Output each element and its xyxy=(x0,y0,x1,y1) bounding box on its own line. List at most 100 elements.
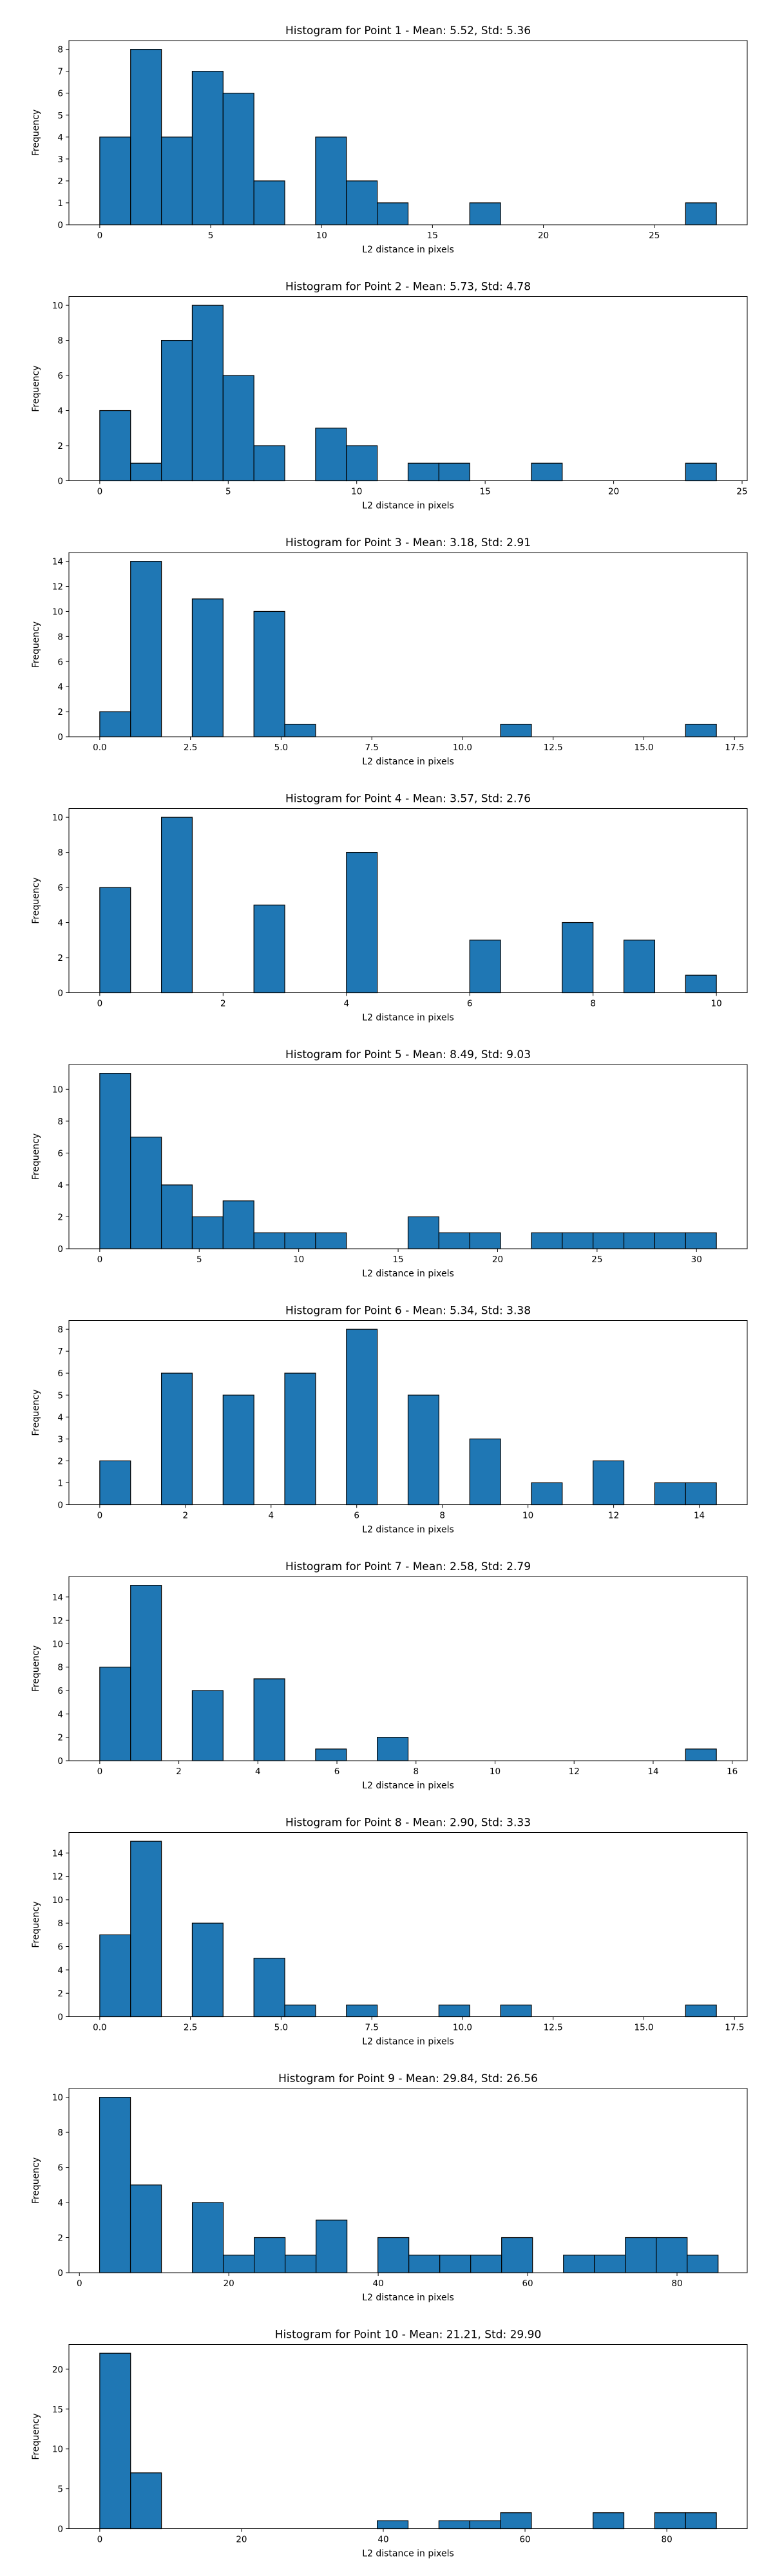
axes-frame xyxy=(68,296,748,481)
y-tick-label: 0 xyxy=(57,989,63,999)
histogram-bar xyxy=(284,2004,316,2018)
y-tick-label: 5 xyxy=(57,2485,63,2495)
x-axis: 0.0 2.5 5.0 7.5 10.0 12.5 15.0 17.5 xyxy=(93,2016,744,2033)
histogram-bar xyxy=(469,1232,501,1249)
x-tick-label: 17.5 xyxy=(725,2023,744,2033)
histogram-bar xyxy=(531,1482,563,1506)
y-axis: 0 2 4 6 8 10 xyxy=(52,813,69,999)
histogram-bar xyxy=(500,2512,532,2530)
x-tick-label: 0 xyxy=(97,487,103,497)
histogram-bar xyxy=(160,817,193,994)
y-tick-label: 2 xyxy=(57,2233,63,2244)
y-tick-label: 8 xyxy=(57,336,63,346)
histogram-bar xyxy=(469,1438,501,1506)
chart-title: Histogram for Point 3 - Mean: 3.18, Std:… xyxy=(285,536,531,549)
y-tick-label: 8 xyxy=(57,1117,63,1127)
y-axis-label: Frequency xyxy=(31,1389,41,1435)
x-tick-label: 10.0 xyxy=(453,2023,472,2033)
x-tick-label: 0.0 xyxy=(93,2023,106,2033)
x-tick-label: 30 xyxy=(691,1255,702,1265)
histogram-bar xyxy=(685,1232,717,1249)
y-tick-label: 6 xyxy=(57,1686,63,1696)
x-tick-label: 0 xyxy=(97,231,103,241)
axes-frame xyxy=(68,808,748,993)
x-tick-label: 2.5 xyxy=(184,743,197,753)
histogram-bar xyxy=(253,1958,285,2018)
y-tick-label: 3 xyxy=(57,1434,63,1444)
y-tick-label: 5 xyxy=(57,1390,63,1401)
histogram-bar xyxy=(346,851,378,994)
x-tick-label: 80 xyxy=(671,2278,682,2289)
histogram-bar xyxy=(346,1329,378,1506)
histogram-bar xyxy=(253,445,285,482)
x-tick-label: 5 xyxy=(196,1255,202,1265)
y-tick-label: 4 xyxy=(57,133,63,143)
histogram-bar xyxy=(222,1200,254,1249)
y-tick-label: 7 xyxy=(57,1347,63,1357)
histogram-panel-2: Histogram for Point 2 - Mean: 5.73, Std:… xyxy=(31,281,748,511)
x-tick-label: 15 xyxy=(480,487,491,497)
x-tick-label: 20 xyxy=(236,2535,247,2545)
histogram-bar xyxy=(377,2520,409,2530)
histogram-bar xyxy=(285,2255,317,2273)
histogram-bar xyxy=(623,940,656,994)
y-tick-label: 0 xyxy=(57,220,63,231)
histogram-bar xyxy=(531,462,563,482)
histogram-bar xyxy=(130,2472,162,2530)
histogram-bar xyxy=(191,1216,224,1249)
x-axis: 0 20 40 60 80 xyxy=(97,2528,673,2545)
y-tick-label: 0 xyxy=(57,1501,63,1511)
axes-frame xyxy=(68,1320,748,1505)
y-tick-label: 8 xyxy=(57,2128,63,2138)
histogram-panel-7: Histogram for Point 7 - Mean: 2.58, Std:… xyxy=(31,1560,748,1791)
histogram-bar xyxy=(130,49,162,225)
histogram-bar xyxy=(470,2255,502,2273)
histogram-bar xyxy=(656,2237,688,2273)
x-tick-label: 6 xyxy=(354,1511,359,1521)
histogram-bar xyxy=(191,305,224,482)
y-tick-label: 5 xyxy=(57,111,63,121)
x-tick-label: 10 xyxy=(293,1255,304,1265)
y-tick-label: 6 xyxy=(57,1368,63,1379)
histogram-bar xyxy=(99,1667,131,1761)
y-tick-label: 10 xyxy=(52,301,63,311)
y-axis-label: Frequency xyxy=(31,365,41,412)
y-tick-label: 14 xyxy=(52,557,63,567)
x-tick-label: 10 xyxy=(522,1511,533,1521)
histogram-bar xyxy=(685,202,717,225)
histogram-bar xyxy=(346,180,378,225)
histogram-bar xyxy=(625,2237,657,2273)
chart-title: Histogram for Point 5 - Mean: 8.49, Std:… xyxy=(285,1048,531,1061)
y-tick-label: 7 xyxy=(57,67,63,77)
x-tick-label: 14 xyxy=(694,1511,705,1521)
histogram-bar xyxy=(99,2097,131,2273)
histogram-panel-10: Histogram for Point 10 - Mean: 21.21, St… xyxy=(31,2329,748,2559)
x-tick-label: 2 xyxy=(176,1766,182,1777)
y-axis-label: Frequency xyxy=(31,1645,41,1692)
y-tick-label: 2 xyxy=(57,1733,63,1743)
y-tick-label: 8 xyxy=(57,1918,63,1929)
histogram-panel-8: Histogram for Point 8 - Mean: 2.90, Std:… xyxy=(31,1817,748,2047)
x-tick-label: 0 xyxy=(97,1255,103,1265)
histogram-bar xyxy=(99,1460,131,1506)
y-axis: 0 1 2 3 4 5 6 7 8 xyxy=(57,45,69,231)
y-axis-label: Frequency xyxy=(31,1133,41,1180)
x-tick-label: 80 xyxy=(662,2535,673,2545)
bars xyxy=(99,2353,717,2530)
bars xyxy=(99,561,717,737)
x-tick-label: 15.0 xyxy=(634,2023,653,2033)
x-tick-label: 0 xyxy=(77,2278,82,2289)
x-tick-label: 25 xyxy=(591,1255,602,1265)
x-axis-label: L2 distance in pixels xyxy=(362,1525,454,1535)
y-tick-label: 4 xyxy=(57,682,63,692)
histogram-bar xyxy=(687,2255,719,2273)
x-tick-label: 0 xyxy=(97,1511,103,1521)
histogram-bar xyxy=(685,462,717,482)
x-axis-label: L2 distance in pixels xyxy=(362,2037,454,2047)
y-axis: 0 2 4 6 8 10 xyxy=(52,1084,69,1255)
histogram-bar xyxy=(253,180,285,225)
histogram-bar xyxy=(346,2004,378,2018)
x-tick-label: 10 xyxy=(711,999,722,1009)
x-axis: 0.0 2.5 5.0 7.5 10.0 12.5 15.0 17.5 xyxy=(93,737,744,753)
histogram-bar xyxy=(438,1232,470,1249)
